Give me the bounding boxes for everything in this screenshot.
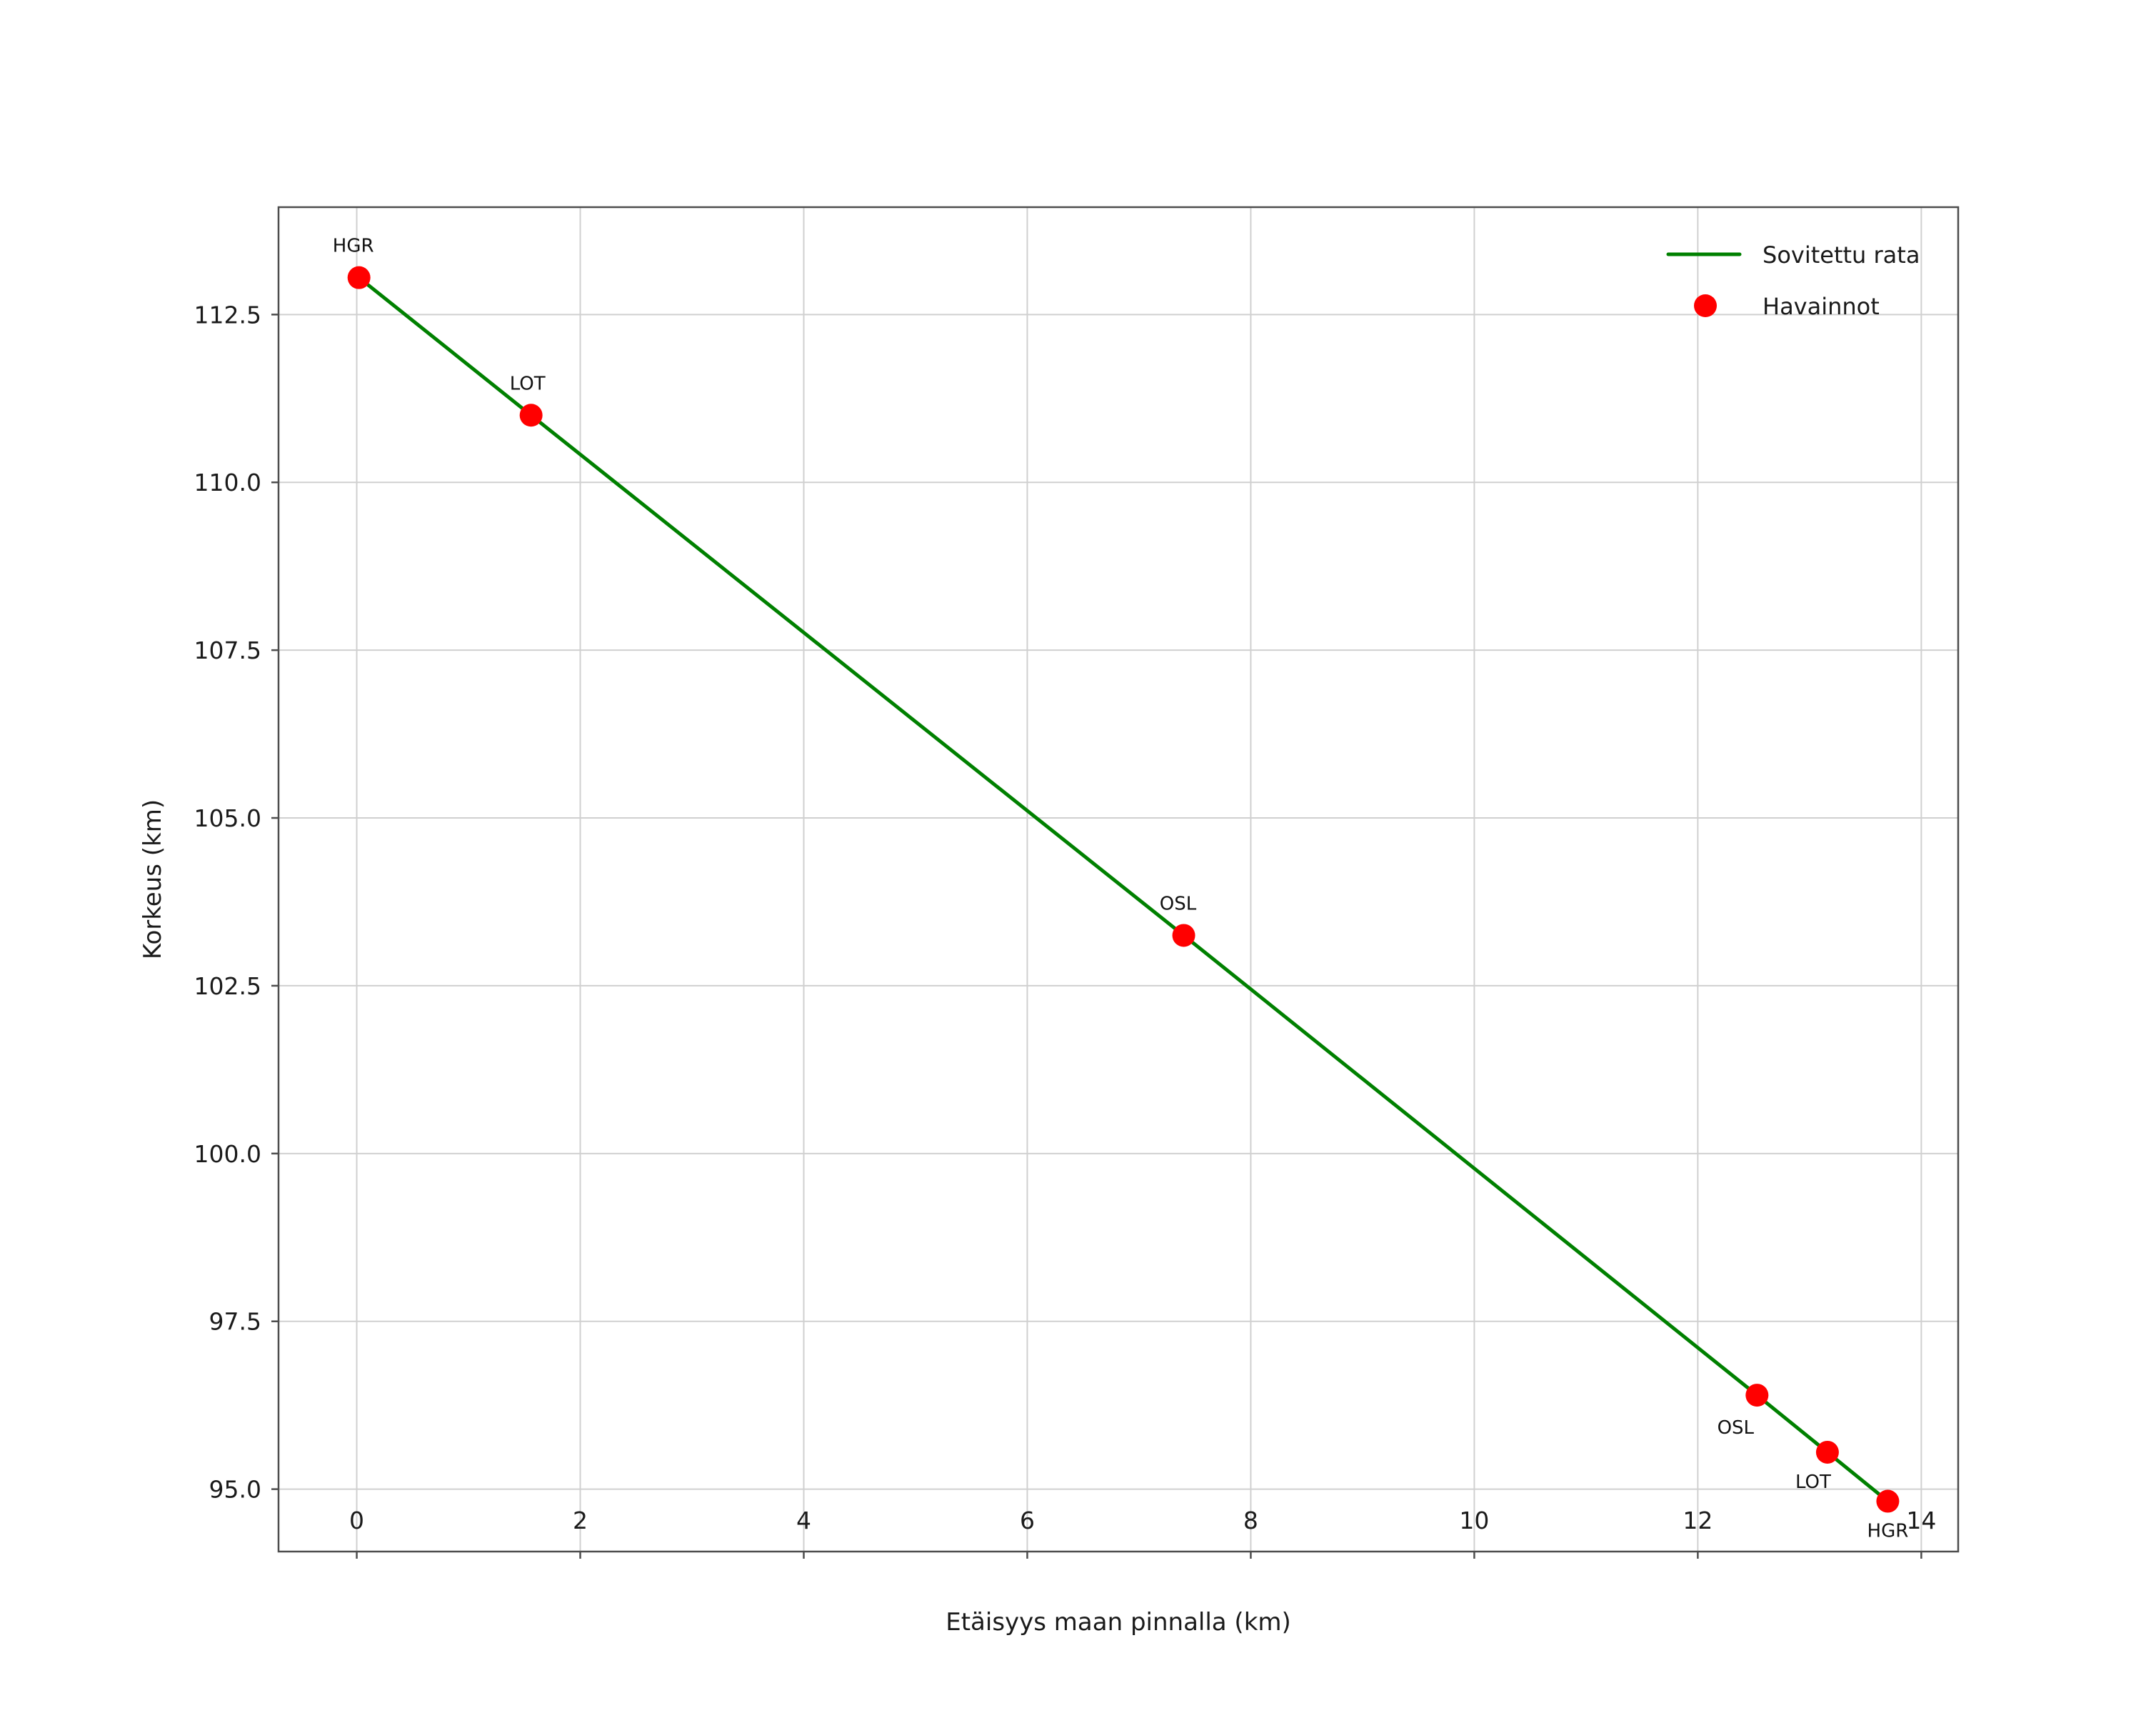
observation-point: [1745, 1384, 1769, 1407]
station-label: LOT: [1795, 1472, 1831, 1493]
legend-label-line: Sovitettu rata: [1763, 241, 1920, 269]
x-tick-label: 6: [1020, 1507, 1035, 1534]
x-tick-label: 8: [1243, 1507, 1258, 1534]
legend: Sovitettu rata Havainnot: [1666, 241, 1920, 320]
x-tick-label: 12: [1683, 1507, 1713, 1534]
fitted-line: [357, 276, 1890, 1504]
x-tick-label: 10: [1459, 1507, 1489, 1534]
y-tick-label: 97.5: [209, 1308, 261, 1336]
y-tick-label: 95.0: [209, 1476, 261, 1504]
observation-point: [519, 404, 543, 427]
legend-point-sample: [1694, 294, 1717, 317]
x-tick-label: 2: [573, 1507, 588, 1534]
observation-point: [347, 266, 371, 289]
observation-point: [1876, 1489, 1900, 1513]
y-tick-label: 100.0: [194, 1140, 261, 1168]
plot-area: 0 2 4 6 8 10 12 14 95.0 97.5 100.0 102.5 105.0 107.5 1…: [194, 206, 1960, 1559]
station-label: HGR: [1867, 1521, 1909, 1542]
y-tick-label: 102.5: [194, 972, 261, 1000]
legend-label-points: Havainnot: [1763, 293, 1880, 320]
y-tick-label: 105.0: [194, 804, 261, 832]
observation-point: [1815, 1440, 1839, 1464]
y-tick-label: 107.5: [194, 636, 261, 664]
axes-frame: [277, 206, 1960, 1553]
station-label: HGR: [333, 236, 374, 257]
y-tick-label: 110.0: [194, 469, 261, 496]
x-tick-label: 4: [796, 1507, 811, 1534]
y-axis-label: Korkeus (km): [139, 799, 167, 959]
x-axis-label: Etäisyys maan pinnalla (km): [946, 1608, 1291, 1637]
x-tick-label: 14: [1906, 1507, 1936, 1534]
observation-point: [1172, 924, 1195, 947]
station-label: OSL: [1718, 1417, 1755, 1439]
station-label: LOT: [510, 373, 546, 394]
x-tick-label: 0: [349, 1507, 364, 1534]
station-label: OSL: [1160, 893, 1197, 914]
y-tick-label: 112.5: [194, 301, 261, 329]
